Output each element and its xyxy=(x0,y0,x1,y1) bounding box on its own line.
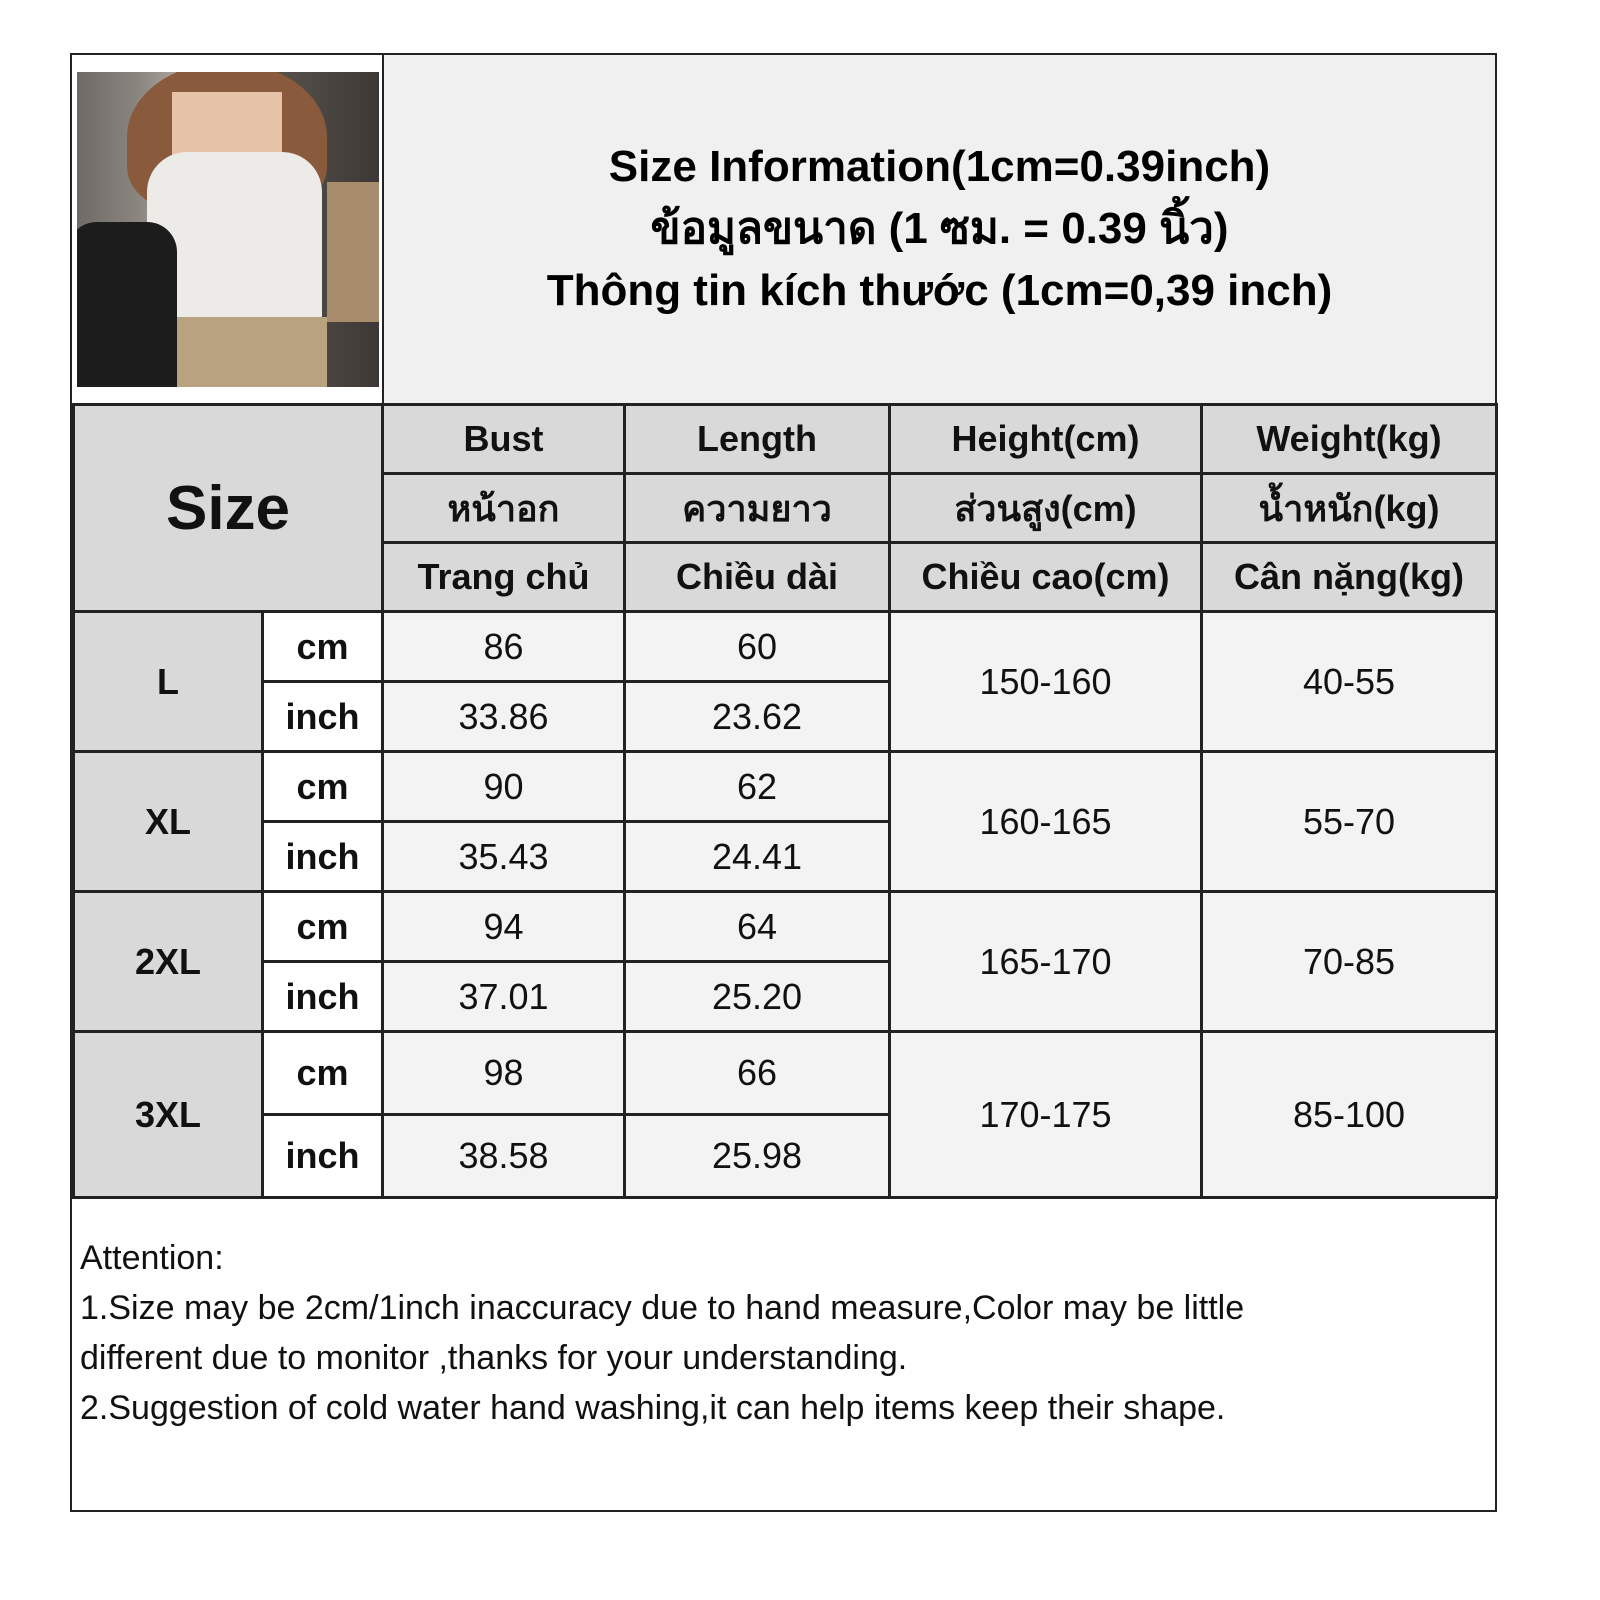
height-range: 160-165 xyxy=(888,750,1203,893)
unit-inch: inch xyxy=(261,680,384,753)
length-inch: 24.41 xyxy=(623,820,891,893)
length-cm: 66 xyxy=(623,1030,891,1116)
size-row-inch: inch 38.58 25.98 xyxy=(74,1113,1497,1199)
unit-inch: inch xyxy=(261,1113,384,1199)
attention-line-1b: different due to monitor ,thanks for you… xyxy=(80,1339,908,1377)
attention-line-2: 2.Suggestion of cold water hand washing,… xyxy=(80,1389,1226,1427)
bust-cm: 98 xyxy=(381,1030,626,1116)
attention-note: Attention: 1.Size may be 2cm/1inch inacc… xyxy=(80,1233,1485,1433)
product-photo xyxy=(77,72,379,387)
bust-inch: 35.43 xyxy=(381,820,626,893)
size-table: Size Bust Length Height(cm) Weight(kg) ห… xyxy=(72,403,1498,1199)
header-weight-en: Weight(kg) xyxy=(1200,403,1498,475)
bust-inch: 37.01 xyxy=(381,960,626,1033)
header-length-vi: Chiều dài xyxy=(623,541,891,613)
bust-cm: 94 xyxy=(381,890,626,963)
weight-range: 40-55 xyxy=(1200,610,1498,753)
header-weight-vi: Cân nặng(kg) xyxy=(1200,541,1498,613)
header-height-vi: Chiều cao(cm) xyxy=(888,541,1203,613)
unit-cm: cm xyxy=(261,890,384,963)
header-length-th: ความยาว xyxy=(623,472,891,544)
weight-range: 55-70 xyxy=(1200,750,1498,893)
weight-range: 85-100 xyxy=(1200,1030,1498,1199)
attention-heading: Attention: xyxy=(80,1239,224,1277)
size-row: 2XL cm 94 64 165-170 70-85 xyxy=(72,890,1498,1033)
title-thai: ข้อมูลขนาด (1 ซม. = 0.39 นิ้ว) xyxy=(650,204,1229,253)
length-inch: 25.20 xyxy=(623,960,891,1033)
header-weight-th: น้ำหนัก(kg) xyxy=(1200,472,1498,544)
bust-inch: 38.58 xyxy=(381,1113,626,1199)
unit-cm: cm xyxy=(261,750,384,823)
bust-inch: 33.86 xyxy=(381,680,626,753)
height-range: 170-175 xyxy=(888,1030,1203,1199)
size-row-inch: inch 35.43 24.41 xyxy=(74,820,1497,893)
length-cm: 60 xyxy=(623,610,891,683)
size-row: 3XL cm 98 66 170-175 85-100 xyxy=(72,1030,1498,1199)
height-range: 165-170 xyxy=(888,890,1203,1033)
length-cm: 64 xyxy=(623,890,891,963)
header-length-en: Length xyxy=(623,403,891,475)
size-label: XL xyxy=(72,750,264,893)
size-info-title: Size Information(1cm=0.39inch) ข้อมูลขนา… xyxy=(382,55,1495,403)
header-bust-en: Bust xyxy=(381,403,626,475)
title-vietnamese: Thông tin kích thước (1cm=0,39 inch) xyxy=(546,266,1333,315)
size-row: XL cm 90 62 160-165 55-70 xyxy=(72,750,1498,893)
size-row-inch: inch 33.86 23.62 xyxy=(74,680,1497,753)
attention-line-1: 1.Size may be 2cm/1inch inaccuracy due t… xyxy=(80,1289,1245,1327)
title-english: Size Information(1cm=0.39inch) xyxy=(608,142,1271,191)
length-inch: 23.62 xyxy=(623,680,891,753)
size-label: 3XL xyxy=(72,1030,264,1199)
bust-cm: 86 xyxy=(381,610,626,683)
height-range: 150-160 xyxy=(888,610,1203,753)
size-row: L cm 86 60 150-160 40-55 xyxy=(72,610,1498,753)
size-header: Size xyxy=(72,403,384,613)
header-bust-vi: Trang chủ xyxy=(381,541,626,613)
size-chart: Size Information(1cm=0.39inch) ข้อมูลขนา… xyxy=(70,53,1498,1512)
header-height-th: ส่วนสูง(cm) xyxy=(888,472,1203,544)
header-bust-th: หน้าอก xyxy=(381,472,626,544)
header-height-en: Height(cm) xyxy=(888,403,1203,475)
unit-inch: inch xyxy=(261,960,384,1033)
weight-range: 70-85 xyxy=(1200,890,1498,1033)
bust-cm: 90 xyxy=(381,750,626,823)
size-label: L xyxy=(72,610,264,753)
unit-cm: cm xyxy=(261,1030,384,1116)
unit-inch: inch xyxy=(261,820,384,893)
length-inch: 25.98 xyxy=(623,1113,891,1199)
size-row-inch: inch 37.01 25.20 xyxy=(74,960,1497,1033)
size-label: 2XL xyxy=(72,890,264,1033)
length-cm: 62 xyxy=(623,750,891,823)
unit-cm: cm xyxy=(261,610,384,683)
